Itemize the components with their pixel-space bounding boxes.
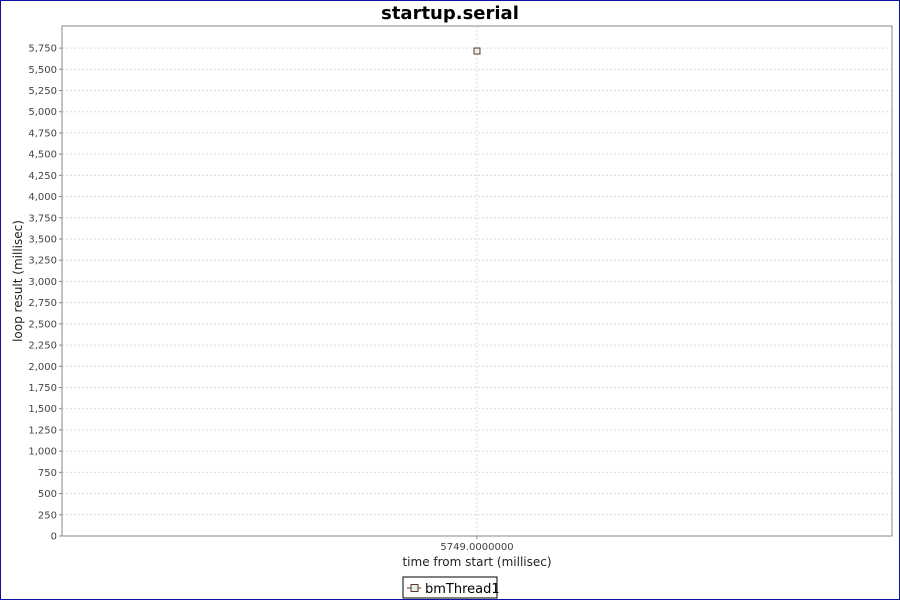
data-point	[473, 47, 481, 55]
y-tick-label: 2,750	[28, 298, 57, 309]
y-tick-label: 0	[51, 532, 57, 543]
y-tick-label: 4,000	[28, 192, 57, 203]
y-tick-label: 4,750	[28, 128, 57, 139]
x-axis: 5749.0000000	[440, 536, 514, 553]
y-tick-label: 5,750	[28, 44, 57, 55]
y-tick-label: 250	[38, 510, 57, 521]
y-tick-label: 2,000	[28, 362, 57, 373]
y-tick-label: 2,250	[28, 341, 57, 352]
y-axis-label: loop result (millisec)	[11, 220, 25, 342]
legend-box	[402, 576, 498, 599]
legend: bmThread1	[402, 576, 500, 599]
y-tick-label: 5,500	[28, 65, 57, 76]
y-tick-label: 3,500	[28, 234, 57, 245]
y-tick-label: 2,500	[28, 319, 57, 330]
y-tick-label: 3,250	[28, 256, 57, 267]
series-points	[473, 47, 481, 55]
y-tick-label: 1,750	[28, 383, 57, 394]
y-tick-label: 3,000	[28, 277, 57, 288]
y-tick-label: 1,500	[28, 404, 57, 415]
legend-marker-icon	[410, 584, 419, 592]
y-axis: 0 250 500 750 1,000 1,250 1,500 1,750 2,000 2,250…	[28, 44, 62, 543]
x-axis-label: time from start (millisec)	[402, 555, 551, 569]
y-tick-label: 5,250	[28, 86, 57, 97]
y-tick-label: 750	[38, 468, 57, 479]
y-tick-label: 500	[38, 489, 57, 500]
y-tick-label: 4,250	[28, 171, 57, 182]
y-tick-label: 1,250	[28, 425, 57, 436]
y-tick-label: 5,000	[28, 107, 57, 118]
legend-label: bmThread1	[425, 582, 500, 597]
y-tick-label: 4,500	[28, 150, 57, 161]
grid	[62, 26, 892, 537]
chart-title: startup.serial	[381, 3, 519, 24]
x-tick-label: 5749.0000000	[440, 542, 513, 553]
y-tick-label: 3,750	[28, 213, 57, 224]
y-tick-label: 1,000	[28, 447, 57, 458]
